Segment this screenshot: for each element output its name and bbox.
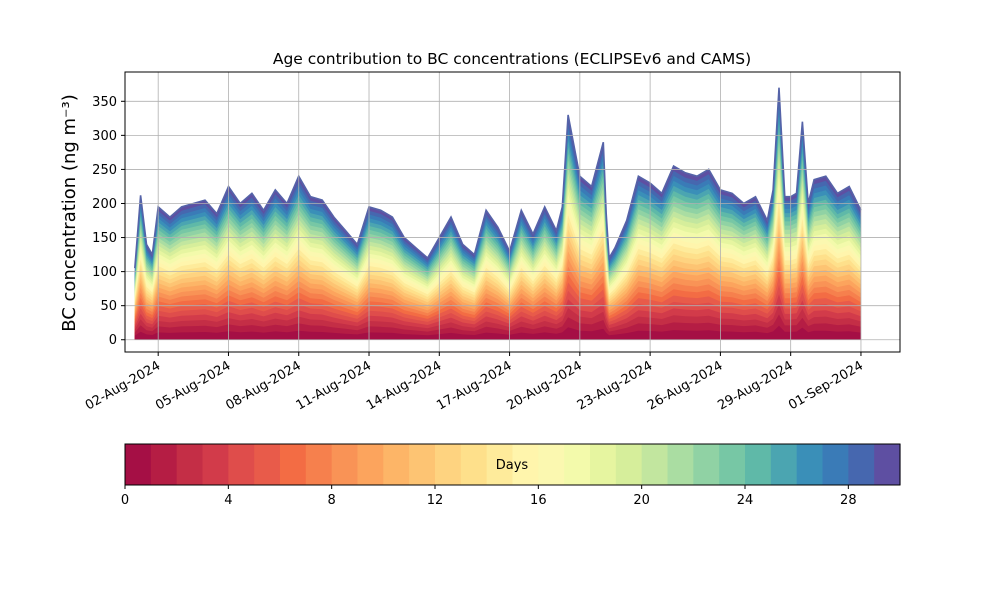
y-tick-label: 300 bbox=[92, 129, 117, 144]
colorbar-swatch bbox=[667, 444, 694, 485]
y-tick-label: 350 bbox=[92, 95, 117, 110]
colorbar-swatch bbox=[176, 444, 204, 485]
colorbar-swatch bbox=[641, 444, 669, 485]
colorbar-swatch bbox=[770, 444, 798, 485]
colorbar-tick-label: 4 bbox=[224, 493, 232, 508]
colorbar-swatch bbox=[202, 444, 229, 485]
colorbar-swatch bbox=[745, 444, 772, 485]
colorbar-swatch bbox=[460, 444, 488, 485]
colorbar-swatch bbox=[150, 444, 178, 485]
colorbar-label: Days bbox=[496, 458, 529, 473]
colorbar-swatch bbox=[125, 444, 152, 485]
y-tick-label: 50 bbox=[100, 299, 117, 314]
y-tick-label: 150 bbox=[92, 231, 117, 246]
y-tick-label: 0 bbox=[109, 333, 117, 348]
colorbar-swatch bbox=[848, 444, 875, 485]
colorbar-swatch bbox=[435, 444, 462, 485]
colorbar-swatch bbox=[331, 444, 359, 485]
age-layer-0 bbox=[134, 325, 862, 340]
colorbar-tick-label: 16 bbox=[530, 493, 547, 508]
y-tick-label: 250 bbox=[92, 163, 117, 178]
colorbar-swatch bbox=[693, 444, 720, 485]
colorbar-tick-label: 28 bbox=[840, 493, 857, 508]
colorbar-swatch bbox=[357, 444, 384, 485]
y-tick-label: 200 bbox=[92, 197, 117, 212]
colorbar-swatch bbox=[590, 444, 617, 485]
colorbar-swatch bbox=[409, 444, 436, 485]
colorbar-swatch bbox=[254, 444, 281, 485]
colorbar-tick-label: 8 bbox=[328, 493, 336, 508]
colorbar-ticks: 0 4 8 12 16 20 24 28 bbox=[121, 485, 857, 508]
y-axis: 0 50 100 150 200 250 300 350 bbox=[92, 95, 125, 348]
colorbar-tick-label: 20 bbox=[633, 493, 650, 508]
colorbar-swatches bbox=[125, 444, 901, 485]
colorbar-swatch bbox=[796, 444, 824, 485]
colorbar-swatch bbox=[719, 444, 746, 485]
colorbar-swatch bbox=[615, 444, 643, 485]
colorbar-tick-label: 12 bbox=[427, 493, 444, 508]
colorbar: Days 0 4 8 12 16 20 24 28 bbox=[121, 443, 901, 508]
age-layers bbox=[134, 87, 862, 340]
total-series-line bbox=[134, 87, 862, 269]
plot-frame bbox=[124, 71, 901, 353]
grid bbox=[125, 72, 900, 352]
y-tick-label: 100 bbox=[92, 265, 117, 280]
colorbar-swatch bbox=[383, 444, 410, 485]
colorbar-swatch bbox=[305, 444, 333, 485]
colorbar-swatch bbox=[538, 444, 565, 485]
colorbar-swatch bbox=[280, 444, 307, 485]
colorbar-frame bbox=[124, 443, 901, 486]
colorbar-swatch bbox=[874, 444, 901, 485]
colorbar-swatch bbox=[822, 444, 849, 485]
colorbar-tick-label: 24 bbox=[737, 493, 754, 508]
colorbar-swatch bbox=[512, 444, 539, 485]
y-axis-label: BC concentration (ng m⁻³) bbox=[59, 94, 80, 332]
colorbar-swatch bbox=[228, 444, 255, 485]
colorbar-swatch bbox=[564, 444, 591, 485]
chart-title: Age contribution to BC concentrations (E… bbox=[273, 50, 751, 68]
colorbar-swatch bbox=[486, 444, 514, 485]
colorbar-tick-label: 0 bbox=[121, 493, 129, 508]
